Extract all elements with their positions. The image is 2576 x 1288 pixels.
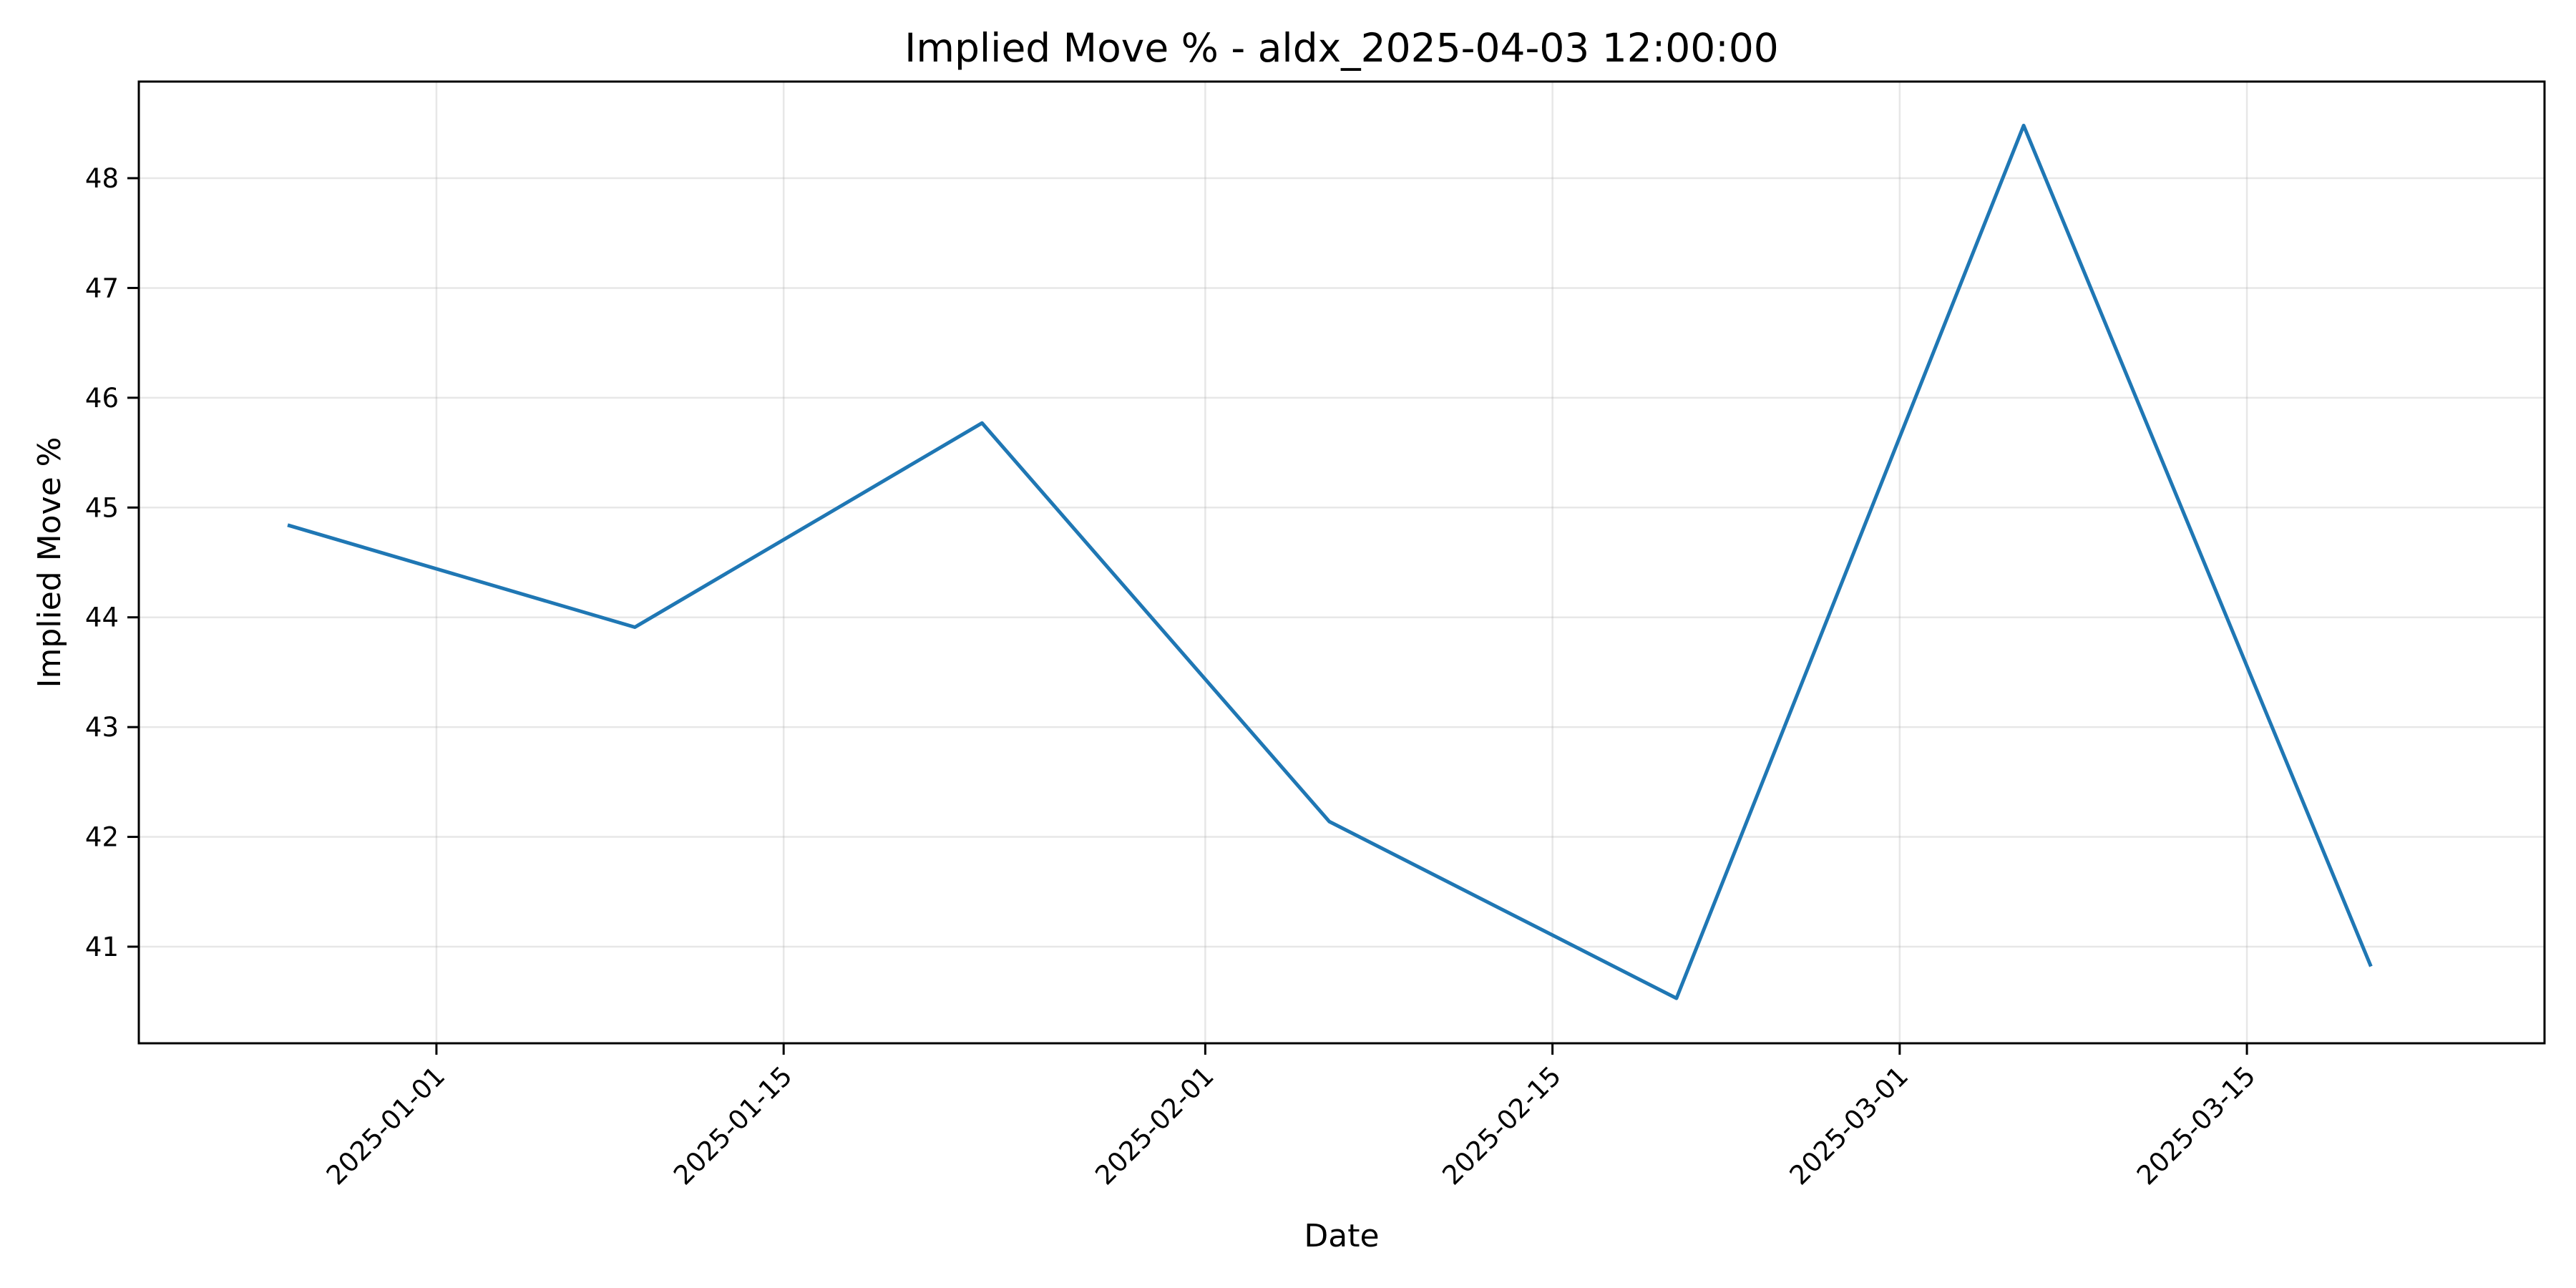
plot-frame xyxy=(137,80,2546,1045)
y-tick-label: 47 xyxy=(85,273,119,303)
y-tick-label: 41 xyxy=(85,932,119,962)
y-axis-label: Implied Move % xyxy=(31,437,68,688)
y-tick-label: 44 xyxy=(85,602,119,633)
x-tick-label: 2025-01-15 xyxy=(668,1060,798,1191)
chart-title: Implied Move % - aldx_2025-04-03 12:00:0… xyxy=(904,25,1779,71)
y-tick-label: 42 xyxy=(85,822,119,853)
x-axis-label: Date xyxy=(1304,1218,1379,1254)
x-tick-label: 2025-01-01 xyxy=(321,1060,451,1191)
y-tick-label: 46 xyxy=(85,383,119,414)
axis-ticks: 2025-01-01 2025-01-15 2025-02-01 2025-02-15… xyxy=(85,163,2262,1191)
x-tick-label: 2025-02-01 xyxy=(1089,1060,1219,1191)
grid-lines xyxy=(139,82,2545,1043)
series-line xyxy=(287,123,2373,1000)
y-tick-label: 45 xyxy=(85,492,119,523)
y-tick-label: 48 xyxy=(85,163,119,194)
x-tick-label: 2025-03-15 xyxy=(2131,1060,2261,1191)
x-tick-label: 2025-03-01 xyxy=(1784,1060,1914,1191)
y-tick-label: 43 xyxy=(85,712,119,743)
series-layer xyxy=(287,123,2373,1000)
x-tick-label: 2025-02-15 xyxy=(1437,1060,1567,1191)
